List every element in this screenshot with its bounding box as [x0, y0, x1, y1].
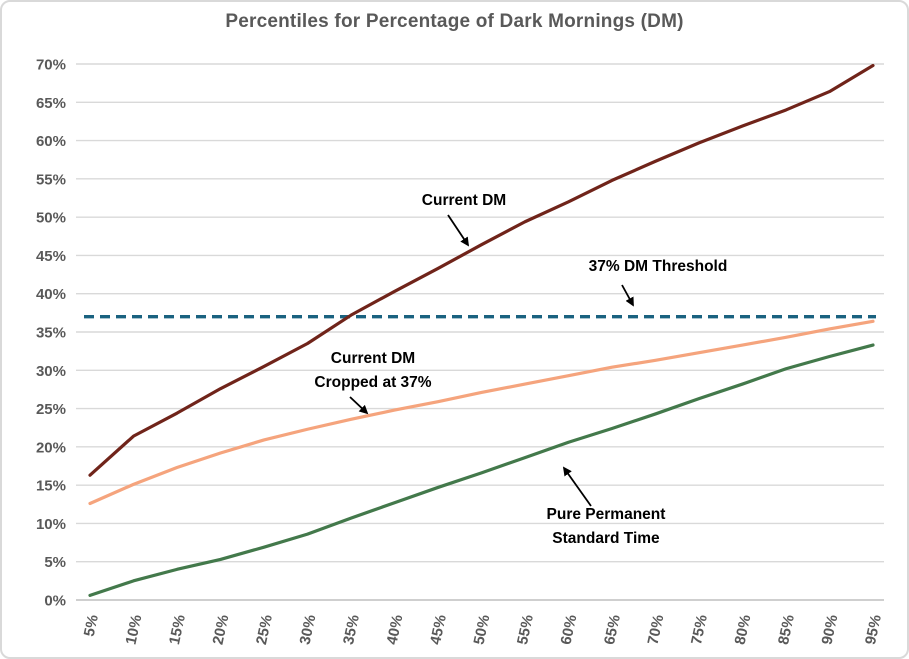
annotation-current-dm: Current DM	[384, 189, 544, 213]
x-tick-label: 55%	[514, 613, 537, 646]
x-tick-label: 50%	[471, 613, 494, 646]
y-tick-label: 10%	[36, 516, 66, 533]
arrow-threshold	[621, 284, 634, 307]
x-tick-label: 35%	[340, 613, 363, 646]
annotation-text: Standard Time	[552, 530, 660, 547]
y-tick-label: 30%	[36, 363, 66, 380]
x-tick-label: 5%	[81, 613, 102, 638]
annotation-text: 37% DM Threshold	[588, 258, 728, 275]
y-tick-label: 15%	[36, 478, 66, 495]
x-tick-label: 65%	[601, 613, 624, 646]
y-tick-label: 25%	[36, 401, 66, 418]
annotation-current-dm-cropped: Current DM Cropped at 37%	[293, 347, 453, 395]
x-tick-label: 75%	[688, 613, 711, 646]
x-tick-label: 25%	[253, 613, 276, 646]
annotation-text: Pure Permanent	[546, 506, 666, 523]
x-tick-label: 30%	[297, 613, 320, 646]
y-tick-label: 35%	[36, 325, 66, 342]
y-tick-label: 50%	[36, 210, 66, 227]
annotation-text: Current DM	[421, 192, 507, 209]
y-tick-label: 40%	[36, 286, 66, 303]
x-tick-label: 70%	[645, 613, 668, 646]
series-permanent-standard-time	[88, 343, 875, 598]
arrow-current-dm	[447, 214, 469, 247]
y-tick-label: 0%	[44, 593, 66, 610]
annotation-text: Current DM	[330, 350, 416, 367]
annotation-text: Cropped at 37%	[314, 374, 432, 391]
x-tick-label: 10%	[123, 613, 146, 646]
x-tick-label: 20%	[210, 613, 233, 646]
y-tick-label: 45%	[36, 248, 66, 265]
x-tick-label: 60%	[558, 613, 581, 646]
y-tick-label: 20%	[36, 439, 66, 456]
chart-title: Percentiles for Percentage of Dark Morni…	[225, 11, 684, 32]
x-tick-label: 45%	[427, 613, 450, 646]
y-tick-label: 70%	[36, 57, 66, 74]
y-tick-label: 65%	[36, 95, 66, 112]
y-tick-label: 55%	[36, 171, 66, 188]
x-tick-label: 15%	[166, 613, 189, 646]
x-tick-label: 80%	[732, 613, 755, 646]
x-tick-label: 95%	[862, 613, 885, 646]
annotation-threshold: 37% DM Threshold	[568, 255, 748, 279]
arrow-permanent-standard-time	[562, 466, 592, 507]
x-tick-label: 90%	[819, 613, 842, 646]
y-tick-label: 60%	[36, 133, 66, 150]
annotation-permanent-standard-time: Pure Permanent Standard Time	[526, 503, 686, 551]
x-tick-label: 40%	[384, 613, 407, 646]
x-axis-labels: 5% 10% 15% 20% 25% 30% 35% 40% 45% 50% 55% 60% 65% 70…	[81, 613, 885, 646]
arrow-current-dm-cropped	[349, 396, 369, 415]
y-tick-label: 5%	[44, 554, 66, 571]
series-current-dm	[88, 63, 875, 477]
series-current-dm-cropped	[88, 319, 875, 506]
y-axis-labels: 0% 5% 10% 15% 20% 25% 30% 35% 40% 45% 50% 55% 60% 65%…	[36, 57, 66, 610]
x-tick-label: 85%	[775, 613, 798, 646]
gridlines	[76, 63, 884, 601]
